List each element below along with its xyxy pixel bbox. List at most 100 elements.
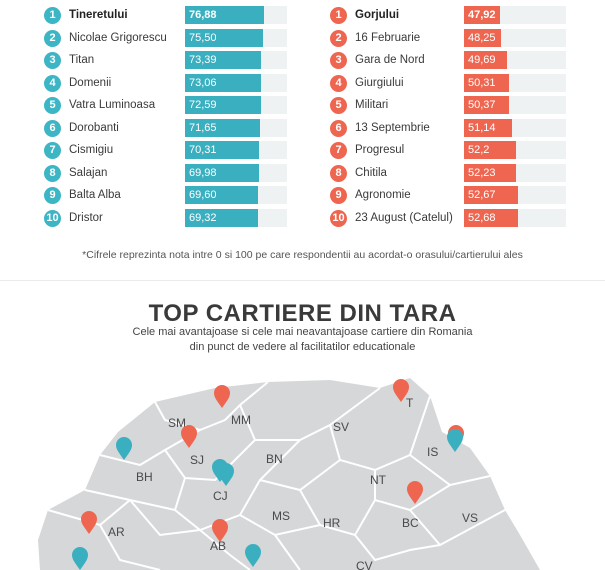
neighborhood-name: Chitila — [355, 166, 387, 179]
neighborhood-name: 16 Februarie — [355, 31, 421, 44]
location-pin-icon — [218, 463, 234, 486]
county-label-bh: BH — [136, 470, 153, 484]
location-pin-icon — [407, 481, 423, 504]
neighborhood-name: Militari — [355, 99, 389, 111]
score-bar-value: 50,37 — [464, 96, 510, 114]
score-bar-value: 50,31 — [464, 73, 510, 92]
rank-badge: 5 — [330, 97, 347, 114]
score-bar-value: 71,65 — [185, 118, 260, 137]
neighborhood-name: Giurgiului — [355, 76, 404, 89]
score-bar-track: 71,65 — [185, 118, 287, 137]
score-bar-track: 69,32 — [185, 208, 287, 227]
rank-badge: 10 — [44, 209, 61, 227]
rank-badge: 4 — [44, 74, 61, 92]
score-bar-value: 70,31 — [185, 141, 259, 159]
score-bar-track: 52,67 — [464, 186, 566, 204]
location-pin-icon — [181, 425, 197, 448]
footnote: *Cifrele reprezinta nota intre 0 si 100 … — [82, 249, 523, 261]
location-pin-icon — [72, 547, 88, 570]
score-bar-value: 69,60 — [185, 186, 259, 204]
map-pins — [72, 379, 464, 570]
rank-badge: 1 — [44, 7, 61, 24]
neighborhood-name: 23 August (Catelul) — [355, 211, 453, 224]
location-pin-icon — [81, 511, 97, 534]
county-label-ms: MS — [272, 509, 290, 523]
score-bar-track: 50,37 — [464, 96, 566, 114]
county-label-mm: MM — [231, 413, 251, 427]
county-label-hr: HR — [323, 516, 341, 530]
neighborhood-name: Balta Alba — [69, 189, 121, 201]
neighborhood-name: Domenii — [69, 76, 112, 89]
county-labels: SM MM SV BH SJ BN IS CJ NT AR MS HR BC V… — [108, 396, 478, 570]
county-label-nt: NT — [370, 473, 387, 487]
neighborhood-name: Salajan — [69, 166, 108, 179]
neighborhood-name: Gara de Nord — [355, 54, 425, 66]
county-label-sj: SJ — [190, 453, 204, 467]
neighborhood-name: Vatra Luminoasa — [69, 99, 156, 111]
section-subtitle-line2: din punct de vedere al facilitatilor edu… — [189, 341, 416, 353]
score-bar-value: 52,2 — [464, 141, 517, 159]
score-bar-value: 72,59 — [185, 96, 261, 114]
score-bar-value: 49,69 — [464, 51, 507, 69]
rank-badge: 8 — [44, 164, 61, 182]
county-label-t: T — [406, 396, 414, 410]
score-bar-track: 51,14 — [464, 118, 566, 137]
rank-badge: 4 — [330, 74, 347, 92]
rank-badge: 7 — [44, 142, 61, 159]
section-divider — [0, 280, 605, 281]
score-bar-track: 69,60 — [185, 186, 287, 204]
score-bar-value: 69,32 — [185, 208, 258, 227]
location-pin-icon — [214, 385, 230, 408]
score-bar-track: 52,2 — [464, 141, 566, 159]
rank-badge: 9 — [44, 187, 61, 204]
county-label-ab: AB — [210, 539, 226, 553]
score-bar-track: 76,88 — [185, 6, 287, 24]
section-subtitle-line1: Cele mai avantajoase si cele mai neavant… — [132, 326, 473, 338]
county-label-sm: SM — [168, 416, 186, 430]
county-label-sv: SV — [333, 420, 349, 434]
neighborhood-name: Tineretului — [69, 9, 128, 21]
rank-badge: 6 — [44, 119, 61, 137]
score-bar-value: 69,98 — [185, 163, 259, 182]
romania-county-map: SM MM SV BH SJ BN IS CJ NT AR MS HR BC V… — [38, 378, 540, 570]
score-bar-track: 69,98 — [185, 163, 287, 182]
score-bar-value: 48,25 — [464, 28, 502, 47]
neighborhood-name: Progresul — [355, 144, 405, 156]
rank-badge: 8 — [330, 164, 347, 182]
score-bar-value: 52,68 — [464, 208, 518, 227]
neighborhood-name: Gorjului — [355, 9, 400, 21]
score-bar-value: 76,88 — [185, 6, 264, 24]
rank-badge: 2 — [330, 29, 347, 47]
neighborhood-name: Dorobanti — [69, 121, 119, 134]
score-bar-track: 52,23 — [464, 163, 566, 182]
score-bar-track: 48,25 — [464, 28, 566, 47]
location-pin-icon — [447, 429, 463, 452]
county-borders — [47, 381, 506, 570]
county-label-vs: VS — [462, 511, 478, 525]
rank-badge: 7 — [330, 142, 347, 159]
rank-badge: 3 — [44, 52, 61, 69]
score-bar-value: 73,06 — [185, 73, 261, 92]
score-bar-track: 47,92 — [464, 6, 566, 24]
neighborhood-name: Nicolae Grigorescu — [69, 31, 167, 44]
score-bar-value: 52,23 — [464, 163, 517, 182]
neighborhood-name: Dristor — [69, 211, 103, 224]
score-bar-track: 72,59 — [185, 96, 287, 114]
neighborhood-name: Cismigiu — [69, 144, 114, 156]
rank-badge: 5 — [44, 97, 61, 114]
county-label-cj: CJ — [213, 489, 228, 503]
score-bar-track: 49,69 — [464, 51, 566, 69]
section-title: TOP CARTIERE DIN TARA — [148, 300, 457, 327]
county-label-bn: BN — [266, 452, 283, 466]
score-bar-track: 50,31 — [464, 73, 566, 92]
score-bar-value: 73,39 — [185, 51, 262, 69]
score-bar-value: 52,67 — [464, 186, 518, 204]
county-label-ar: AR — [108, 525, 125, 539]
rank-badge: 10 — [330, 209, 347, 227]
county-label-bc: BC — [402, 516, 419, 530]
location-pin-icon — [245, 544, 261, 567]
rank-badge: 9 — [330, 187, 347, 204]
rank-badge: 3 — [330, 52, 347, 69]
score-bar-track: 52,68 — [464, 208, 566, 227]
location-pin-icon — [393, 379, 409, 402]
